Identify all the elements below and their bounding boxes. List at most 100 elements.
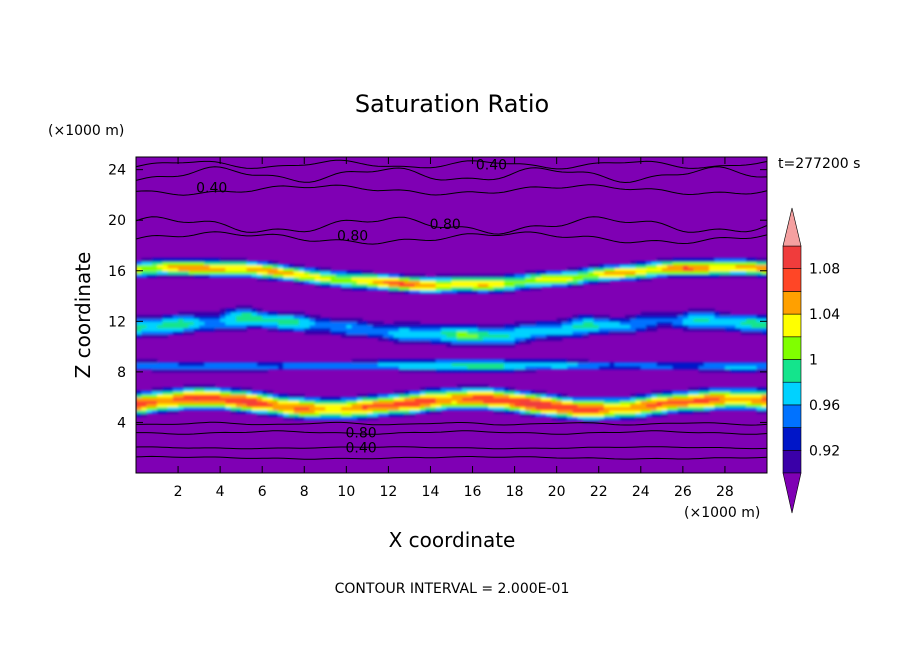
field-cell [425,406,432,411]
field-cell [714,403,721,408]
field-cell [377,280,384,284]
field-cell [430,390,437,395]
field-cell [735,390,742,395]
field-cell [304,362,311,367]
field-cell [419,324,426,329]
field-cell [183,368,190,373]
field-cell [309,270,316,275]
field-cell [157,321,163,326]
field-cell [724,400,731,405]
field-cell [409,327,416,332]
field-cell [435,340,442,345]
field-cell [477,343,484,348]
contour-line [136,430,767,435]
field-cell [440,283,447,288]
field-cell [535,397,542,401]
field-cell [214,261,221,266]
field-cell [598,270,605,275]
field-cell [188,365,195,370]
field-cell [246,365,253,370]
field-cell [314,403,321,408]
field-cell [714,368,721,373]
field-cell [514,359,521,363]
field-cell [525,277,531,281]
field-cell [251,365,258,370]
field-cell [346,280,353,284]
field-cell [309,318,316,322]
field-cell [651,261,658,266]
field-cell [688,365,694,370]
field-cell [593,315,600,319]
field-cell [398,277,405,281]
field-cell [667,270,673,275]
field-cell [709,261,716,266]
field-cell [609,270,616,275]
field-cell [719,267,726,272]
field-cell [335,406,342,411]
field-cell [719,258,726,262]
field-cell [136,397,142,401]
field-cell [314,315,321,319]
field-cell [409,403,416,408]
field-cell [651,412,658,417]
field-cell [546,324,553,329]
field-cell [325,270,332,275]
field-cell [483,406,489,411]
field-cell [493,387,500,392]
field-cell [656,270,663,275]
field-cell [283,394,290,398]
field-cell [451,406,458,411]
field-cell [714,400,721,405]
field-cell [377,327,384,332]
field-cell [277,327,284,332]
field-cell [299,280,305,284]
field-cell [146,267,153,272]
field-cell [661,406,668,411]
field-cell [362,277,368,281]
field-cell [304,318,311,322]
field-cell [304,330,311,335]
field-cell [377,394,384,398]
field-cell [293,400,300,405]
field-cell [761,258,767,262]
field-cell [425,403,432,408]
field-cell [488,387,495,392]
field-cell [693,315,700,319]
field-cell [735,365,742,370]
field-cell [241,327,248,332]
field-cell [735,258,742,262]
field-cell [688,273,694,278]
field-cell [625,409,631,414]
field-cell [314,416,321,420]
field-cell [740,261,747,266]
field-cell [530,412,537,417]
x-tick-label: 26 [674,484,692,500]
field-cell [377,406,384,411]
field-cell [309,397,316,401]
field-cell [477,400,484,405]
field-cell [698,311,705,316]
field-cell [377,330,384,335]
field-cell [714,311,721,316]
field-cell [225,365,232,370]
field-cell [724,362,731,367]
field-cell [330,412,337,417]
field-cell [141,397,148,401]
field-cell [625,267,631,272]
field-cell [677,321,684,326]
field-cell [667,264,673,269]
field-cell [430,286,437,291]
field-cell [214,394,221,398]
field-cell [204,387,211,392]
field-cell [540,333,547,338]
field-cell [283,400,290,405]
field-cell [141,365,148,370]
field-cell [162,270,169,275]
x-tick-label: 18 [506,484,524,500]
field-cell [136,330,142,335]
field-cell [519,324,526,329]
field-cell [425,333,432,338]
field-cell [414,280,421,284]
field-cell [577,318,584,322]
field-cell [341,416,347,420]
